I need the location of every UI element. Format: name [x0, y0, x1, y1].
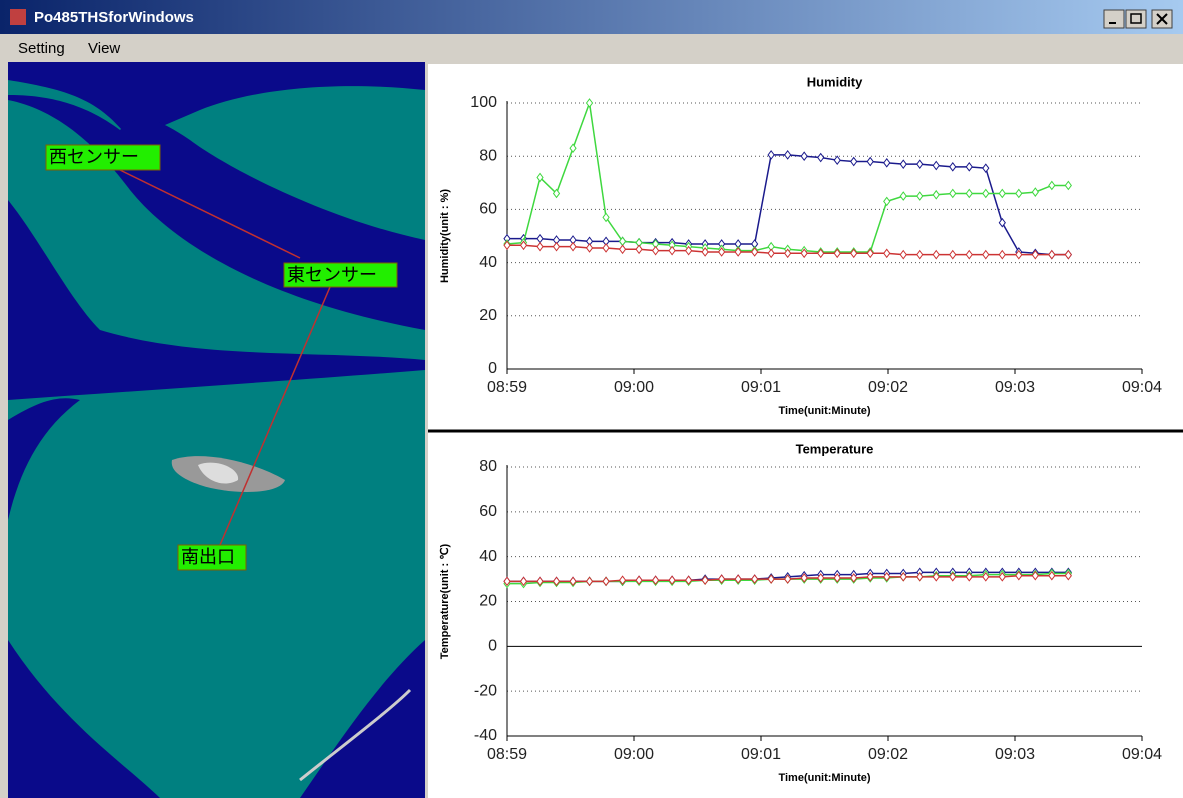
maximize-button[interactable]	[1126, 10, 1146, 28]
menu-item[interactable]: View	[88, 40, 120, 57]
x-tick-label: 09:00	[614, 379, 654, 396]
x-tick-label: 09:00	[614, 746, 654, 763]
app-icon	[10, 9, 26, 25]
sensor-label: 東センサー	[287, 265, 377, 286]
y-axis-title: Humidity(unit : %)	[439, 189, 451, 283]
y-tick-label: 60	[479, 503, 497, 520]
x-tick-label: 09:01	[741, 746, 781, 763]
x-tick-label: 08:59	[487, 746, 527, 763]
y-tick-label: 0	[488, 638, 497, 655]
y-tick-label: 40	[479, 254, 497, 271]
y-tick-label: -40	[474, 727, 497, 744]
menu-bar	[0, 34, 1183, 62]
y-tick-label: 80	[479, 147, 497, 164]
minimize-button[interactable]	[1104, 10, 1124, 28]
y-tick-label: 80	[479, 458, 497, 475]
y-tick-label: 20	[479, 593, 497, 610]
x-tick-label: 09:02	[868, 746, 908, 763]
x-axis-title: Time(unit:Minute)	[778, 405, 870, 417]
y-tick-label: 20	[479, 307, 497, 324]
x-tick-label: 09:02	[868, 379, 908, 396]
y-tick-label: -20	[474, 682, 497, 699]
chart-title: Temperature	[796, 441, 874, 456]
y-tick-label: 100	[470, 94, 497, 111]
app-window: Po485THSforWindows Setting View 西センサー 東セ…	[0, 0, 1183, 798]
x-tick-label: 09:04	[1122, 746, 1162, 763]
sensor-label: 西センサー	[49, 147, 139, 168]
y-axis-title: Temperature(unit : ℃)	[439, 543, 451, 659]
y-tick-label: 60	[479, 201, 497, 218]
x-tick-label: 09:04	[1122, 379, 1162, 396]
x-tick-label: 09:03	[995, 379, 1035, 396]
window-buttons	[1104, 10, 1172, 28]
x-tick-label: 09:03	[995, 746, 1035, 763]
sensor-label: 南出口	[181, 547, 235, 568]
y-tick-label: 0	[488, 360, 497, 377]
x-tick-label: 08:59	[487, 379, 527, 396]
map-panel: 西センサー 東センサー 南出口	[8, 62, 425, 798]
x-tick-label: 09:01	[741, 379, 781, 396]
chart-title: Humidity	[807, 74, 863, 89]
window-title: Po485THSforWindows	[34, 9, 194, 26]
x-axis-title: Time(unit:Minute)	[778, 772, 870, 784]
menu-item[interactable]: Setting	[18, 40, 65, 57]
y-tick-label: 40	[479, 548, 497, 565]
